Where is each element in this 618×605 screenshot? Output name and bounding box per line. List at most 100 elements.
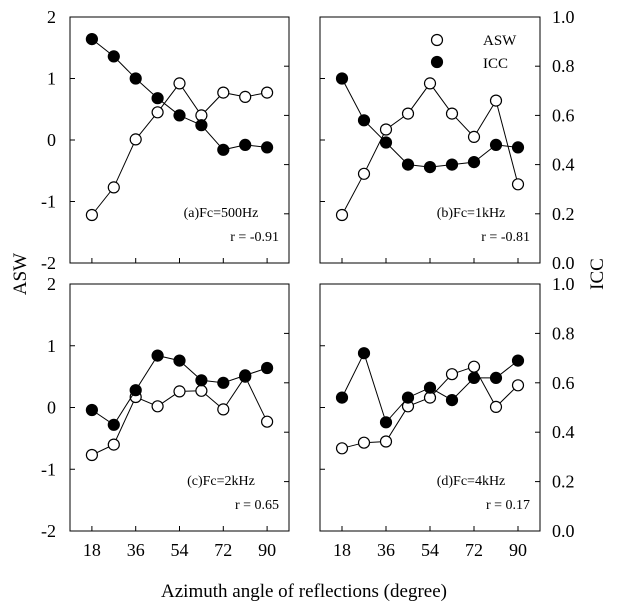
- panel-c-icc-point: [151, 349, 164, 362]
- panel-c-frame: [69, 283, 290, 532]
- panel-c-icc-point: [261, 361, 274, 375]
- panel-a-asw-point: [173, 77, 186, 90]
- panel-c-y-left-tick-label: -2: [41, 521, 56, 541]
- panel-b-asw-point: [511, 178, 525, 191]
- panel-c-asw-point: [195, 384, 208, 397]
- panel-c-y-left-tick-label: 2: [47, 274, 56, 294]
- panel-c-x-tick-label: 90: [258, 540, 276, 560]
- panel-d-x-tick-label: 54: [421, 540, 439, 560]
- panel-d-asw-point: [357, 436, 371, 449]
- panel-b-frame: [319, 16, 541, 264]
- panel-b-y-right-tick-label: 0.2: [552, 204, 575, 224]
- panel-c-asw-point: [173, 385, 186, 398]
- panel-d-asw-point: [489, 400, 503, 413]
- panel-c-title: (c)Fc=2kHz: [187, 474, 255, 489]
- panel-c-y-left-tick-label: 1: [47, 336, 56, 356]
- panel-b-icc-point: [467, 156, 481, 169]
- panel-b-y-right-tick-label: 0.4: [552, 155, 575, 175]
- panel-b: 1.0 0.8 0.6 0.4 0.2 0.0 (b)Fc=1kHz r = -0.81: [319, 7, 575, 273]
- panel-b-icc-point: [335, 72, 349, 85]
- panel-b-asw-point: [379, 123, 393, 136]
- y-right-axis-title: ICC: [587, 258, 608, 290]
- panel-d-x-tick-label: 36: [377, 540, 395, 560]
- panel-b-y-right-tick-label: 0.6: [552, 105, 575, 125]
- panel-b-icc-point: [357, 114, 371, 127]
- panel-a-asw-point: [261, 86, 274, 99]
- panel-d-asw-point: [445, 368, 459, 381]
- panel-b-y-right-tick-label: 1.0: [552, 7, 575, 27]
- panel-b-asw-point: [489, 94, 503, 107]
- panel-c-asw-point: [85, 448, 99, 462]
- legend-asw-marker: [430, 33, 444, 47]
- panel-d-x-tick-label: 18: [333, 540, 351, 560]
- panel-c-asw-point: [261, 415, 274, 428]
- panel-d-asw-point: [335, 442, 349, 455]
- panel-c: 2 1 0 -1 -2 18 36 54 72 90 (c)Fc=2kHz r = 0.65: [41, 274, 290, 560]
- panel-a-asw-point: [151, 106, 164, 119]
- panel-b-asw-point: [401, 107, 415, 120]
- panel-d-y-right-tick-label: 0.0: [552, 521, 575, 541]
- panel-d-icc-point: [335, 391, 349, 404]
- panel-d-y-right-tick-label: 0.8: [552, 323, 575, 343]
- panel-c-icc-point: [239, 369, 252, 382]
- panel-a-icc-point: [173, 109, 186, 122]
- panel-d-icc-point: [401, 391, 415, 404]
- panel-b-r-value: r = -0.81: [481, 230, 530, 245]
- panel-c-icc-point: [129, 384, 142, 397]
- panel-c-asw-point: [217, 403, 230, 416]
- panel-c-icc-point: [107, 418, 120, 431]
- legend-icc-label: ICC: [483, 56, 508, 72]
- panel-a-asw-point: [239, 90, 252, 104]
- panel-c-asw-point: [107, 438, 120, 451]
- panel-d-icc-point: [445, 394, 459, 407]
- panel-d-title: (d)Fc=4kHz: [437, 474, 506, 489]
- panel-c-asw-point: [151, 400, 164, 413]
- panel-b-icc-point: [489, 138, 503, 151]
- panel-a-y-left-tick-label: 1: [47, 69, 56, 89]
- legend-asw-label: ASW: [483, 33, 517, 49]
- panel-c-icc-point: [85, 403, 99, 417]
- panel-a-icc-point: [239, 138, 252, 151]
- panel-c-x-tick-label: 72: [214, 540, 232, 560]
- panel-d-asw-point: [379, 435, 393, 448]
- panel-a-icc-point: [107, 50, 120, 63]
- panel-a-icc-point: [151, 92, 164, 105]
- panel-b-icc-point: [511, 141, 525, 154]
- y-left-axis-title: ASW: [10, 253, 31, 295]
- panel-a-r-value: r = -0.91: [230, 230, 279, 245]
- panel-d-icc-point: [357, 347, 371, 360]
- panel-a-icc-point: [261, 141, 274, 154]
- panel-a-y-left-tick-label: 2: [47, 7, 56, 27]
- panel-a-icc-point: [195, 119, 208, 132]
- panel-c-icc-point: [195, 374, 208, 387]
- panel-b-asw-point: [357, 167, 371, 180]
- panel-b-icc-point: [423, 161, 437, 174]
- panel-c-icc-point: [173, 354, 186, 367]
- panel-d: 1.0 0.8 0.6 0.4 0.2 0.0 18 36 54 72 90 (d)Fc=4kHz r …: [319, 274, 575, 560]
- panel-b-icc-point: [379, 136, 393, 149]
- panel-a-asw-line: [91, 82, 268, 216]
- panel-a-frame: [69, 16, 290, 264]
- panel-d-x-tick-label: 90: [509, 540, 527, 560]
- panel-d-icc-point: [489, 371, 503, 384]
- panel-d-y-right-tick-label: 0.4: [552, 422, 575, 442]
- panel-c-icc-point: [217, 376, 230, 389]
- panel-d-y-right-tick-label: 1.0: [552, 274, 575, 294]
- panel-b-y-right-tick-label: 0.0: [552, 253, 575, 273]
- panel-a-asw-point: [217, 86, 230, 99]
- panel-b-asw-point: [335, 208, 349, 222]
- legend-icc-marker: [430, 55, 444, 69]
- panel-b-icc-point: [401, 158, 415, 171]
- panel-b-asw-point: [467, 130, 481, 143]
- panel-b-asw-point: [423, 77, 437, 90]
- panel-d-icc-point: [467, 371, 481, 384]
- panel-a: 2 1 0 -1 -2 (a)Fc=500Hz r = -0.91: [41, 7, 290, 273]
- panel-d-x-tick-label: 72: [465, 540, 483, 560]
- panel-d-icc-point: [379, 416, 393, 429]
- panel-d-asw-point: [511, 379, 525, 392]
- panel-d-icc-point: [423, 381, 437, 394]
- panel-d-r-value: r = 0.17: [486, 498, 530, 513]
- panel-d-y-right-tick-label: 0.6: [552, 373, 575, 393]
- panel-c-r-value: r = 0.65: [235, 498, 279, 513]
